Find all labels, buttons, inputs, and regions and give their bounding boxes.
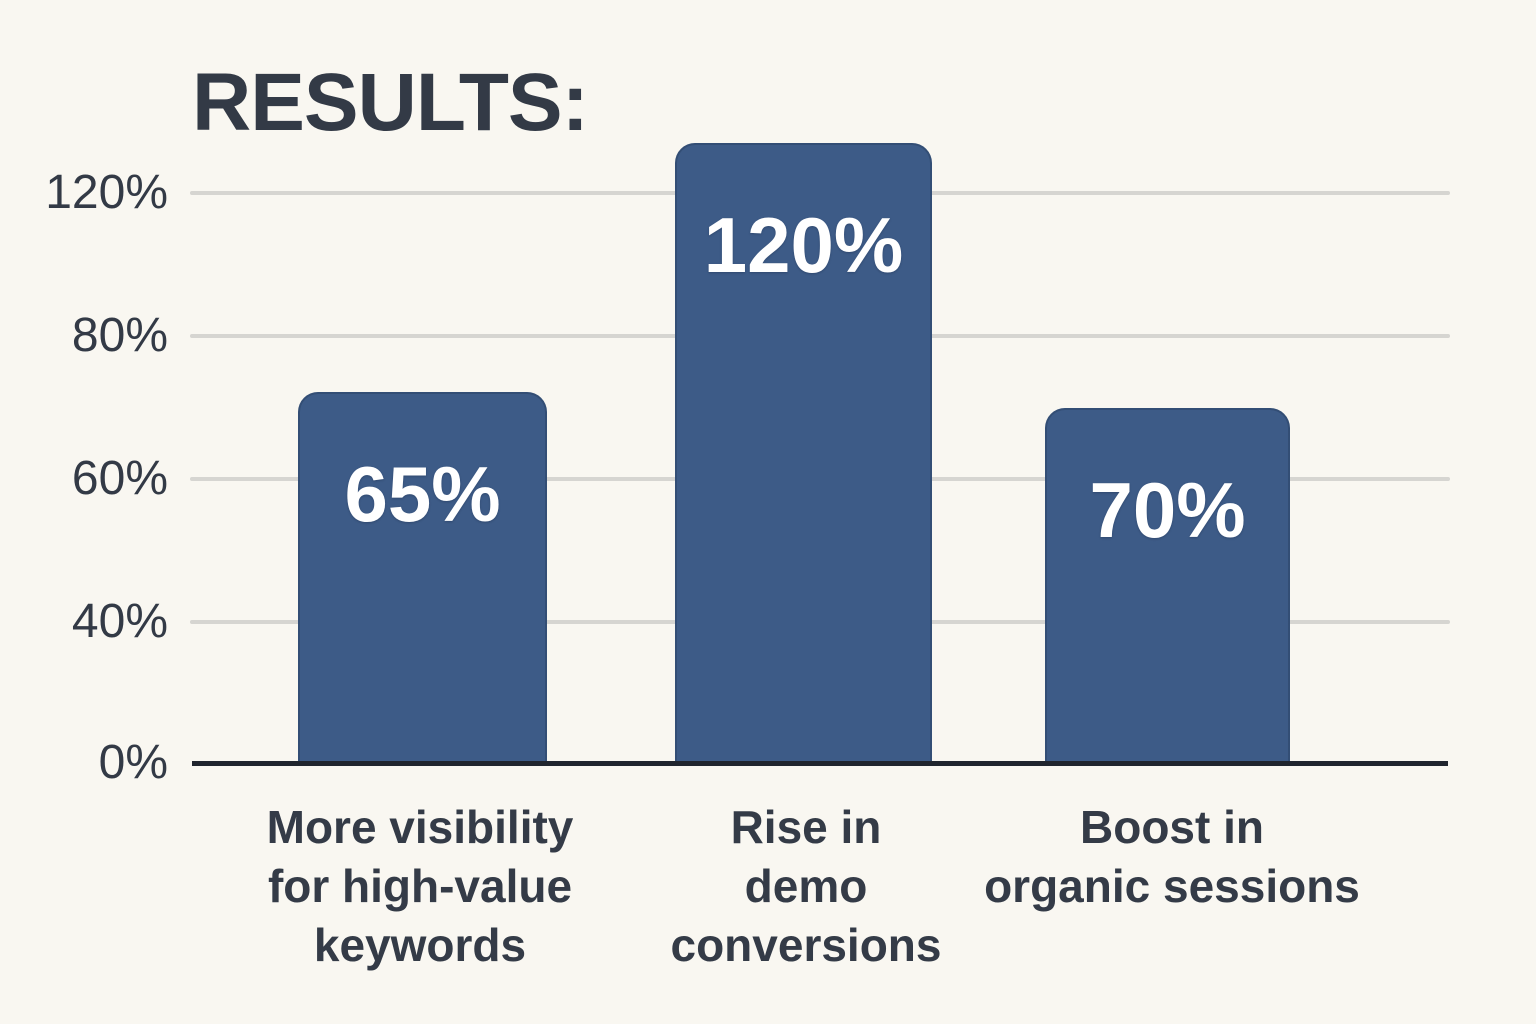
ytick-120: 120% [45,166,168,219]
ytick-80: 80% [71,309,168,362]
bar-value-label: 70% [1089,466,1246,554]
category-label-demo-conversions: Rise in demo conversions [670,801,942,971]
bar-organic-sessions: 70% [1045,408,1290,763]
category-label-organic-sessions: Boost in organic sessions [984,801,1360,912]
x-axis-baseline [192,761,1448,766]
ytick-40: 40% [71,595,168,648]
ytick-0: 0% [98,736,168,789]
chart-title: RESULTS: [192,57,589,148]
bar-visibility-keywords: 65% [298,392,547,763]
bar-value-label: 65% [344,450,501,538]
bar-value-label: 120% [703,201,904,289]
ytick-60: 60% [71,452,168,505]
category-label-visibility-keywords: More visibility for high-value keywords [266,801,574,971]
bar-demo-conversions: 120% [675,143,932,763]
